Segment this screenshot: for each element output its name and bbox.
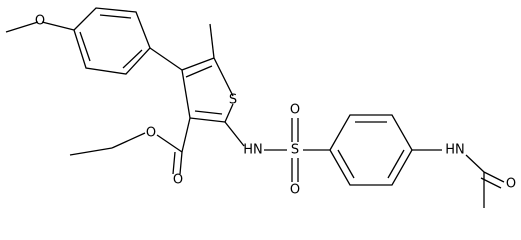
atom-label: O: [173, 173, 183, 188]
bonds: [5, 7, 505, 208]
atom-label: O: [506, 177, 516, 192]
molecule-diagram: O S O O HN S O O HN O: [5, 7, 516, 208]
atom-label: O: [146, 126, 156, 141]
atom-label: HN: [243, 143, 263, 158]
atom-label: HN: [445, 143, 465, 158]
atom-label: O: [290, 103, 300, 118]
atom-label: S: [291, 143, 299, 158]
atom-labels: O S O O HN S O O HN O: [35, 14, 516, 198]
atom-label: S: [229, 93, 237, 108]
atom-label: O: [35, 14, 45, 29]
atom-label: O: [290, 183, 300, 198]
